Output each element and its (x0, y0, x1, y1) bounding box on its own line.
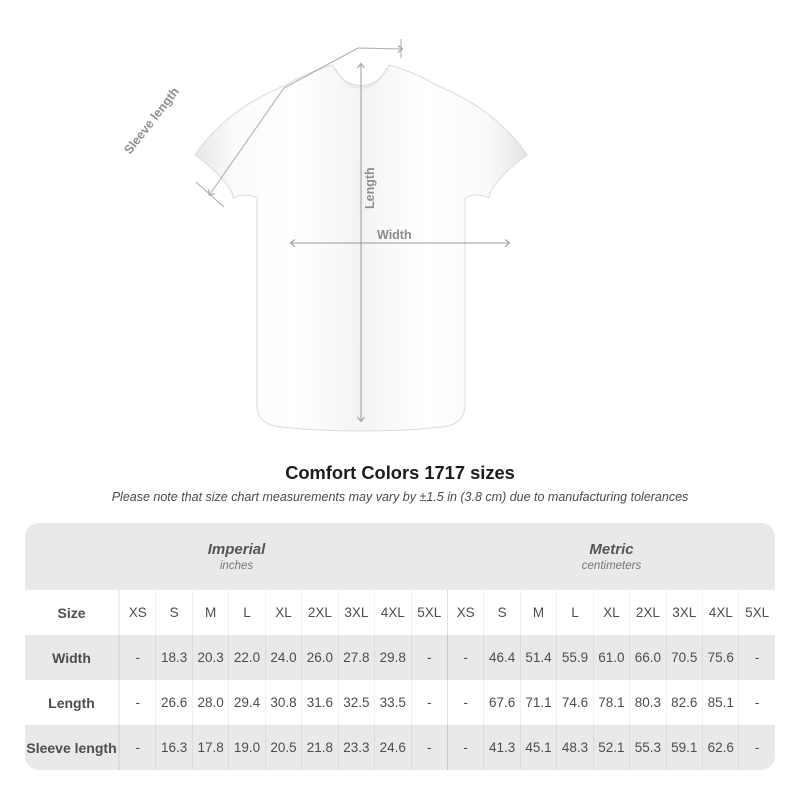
svg-text:Width: Width (377, 228, 412, 242)
svg-text:Sleeve length: Sleeve length (121, 85, 182, 157)
svg-text:Length: Length (363, 167, 377, 209)
